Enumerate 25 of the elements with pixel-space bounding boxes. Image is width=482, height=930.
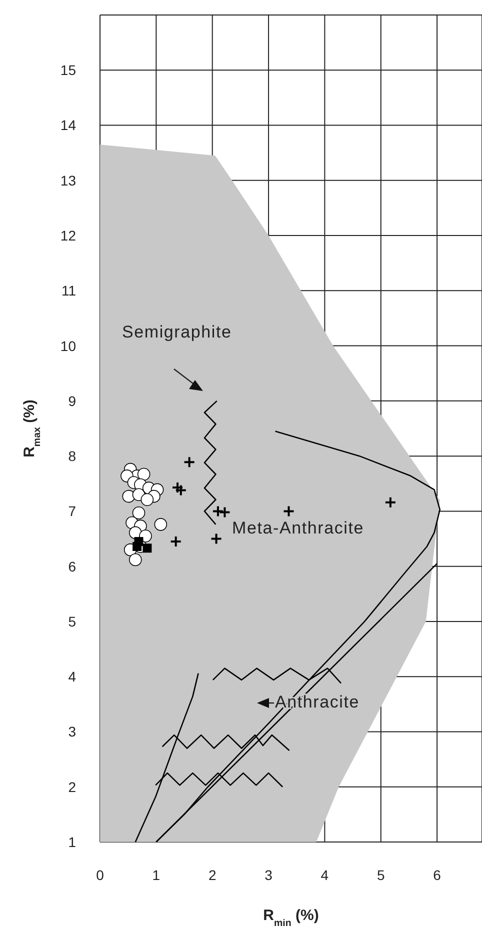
y-tick-label: 8	[68, 448, 76, 464]
y-tick-label: 3	[68, 724, 76, 740]
y-tick-label: 14	[60, 117, 76, 134]
x-tick-label: 0	[96, 866, 104, 883]
annotation: Meta-Anthracite	[232, 518, 364, 538]
y-tick-label: 15	[60, 62, 76, 78]
x-tick-label: 6	[433, 866, 442, 883]
y-tick-label: 7	[68, 503, 76, 520]
x-tick-label: 3	[264, 866, 273, 883]
y-tick-label: 10	[60, 338, 76, 354]
y-tick-label: 1	[68, 834, 76, 850]
y-tick-label: 5	[68, 613, 76, 630]
x-axis-title: R$_{min}$ (%)	[263, 907, 319, 928]
x-tick-label: 2	[208, 866, 216, 883]
y-tick-label: 11	[61, 282, 76, 299]
y-tick-label: 2	[68, 778, 76, 795]
y-tick-label: 12	[60, 228, 76, 244]
x-tick-label: 5	[376, 866, 385, 883]
y-tick-label: 4	[68, 668, 76, 685]
y-tick-label: 9	[68, 392, 76, 409]
x-tick-label: 4	[320, 866, 329, 883]
annotation: Semigraphite	[122, 322, 232, 342]
y-tick-label: 13	[60, 172, 76, 188]
x-tick-label: 1	[152, 866, 160, 883]
y-tick-label: 6	[68, 558, 76, 574]
